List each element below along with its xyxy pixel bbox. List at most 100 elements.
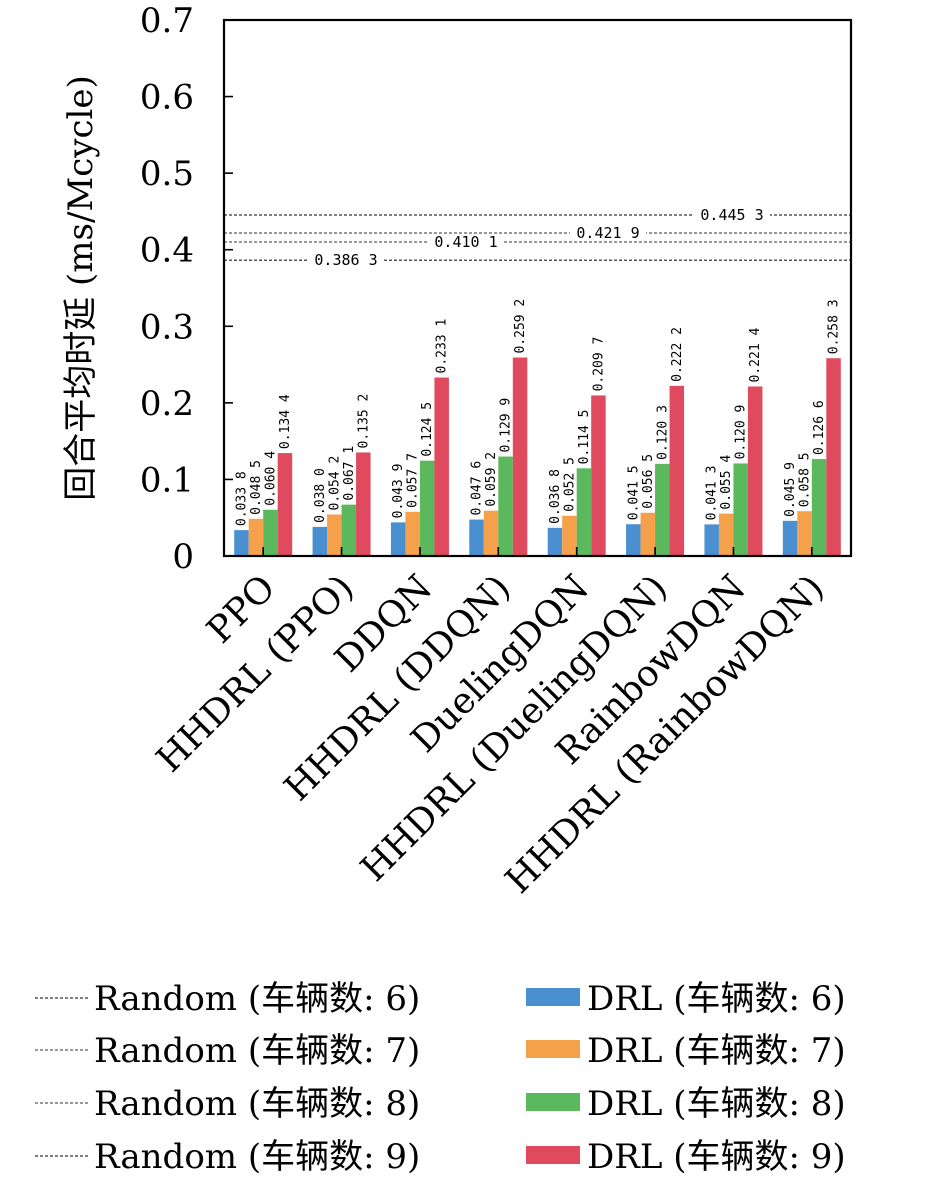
reference-label-bg (570, 223, 646, 241)
data-label: 0.036 8 (548, 469, 563, 524)
legend-entry: Random (车辆数: 7) (94, 1031, 420, 1071)
legend-entry: DRL (车辆数: 9) (587, 1137, 846, 1177)
data-label: 0.120 9 (734, 405, 749, 460)
bar (669, 385, 685, 556)
data-label: 0.209 7 (591, 337, 606, 392)
reference-lines: 0.386 3 0.410 1 0.421 9 0.445 3 (224, 206, 851, 269)
bar (263, 509, 278, 556)
reference-label-bg (428, 232, 504, 250)
data-label: 0.134 4 (278, 394, 293, 449)
bars (234, 357, 841, 556)
data-label: 0.124 5 (420, 402, 435, 457)
data-label: 0.126 6 (812, 400, 827, 455)
data-label: 0.258 3 (827, 299, 842, 354)
legend-swatch-bar (526, 1146, 580, 1164)
bar (747, 386, 763, 556)
plot-frame (222, 18, 853, 558)
data-label: 0.038 0 (313, 468, 328, 523)
data-label: 0.045 9 (783, 462, 798, 517)
data-label: 0.041 5 (626, 465, 641, 520)
data-label: 0.120 3 (655, 405, 670, 460)
bar (576, 468, 592, 556)
bar (419, 460, 435, 556)
bar (733, 463, 748, 556)
bar (591, 395, 606, 556)
bar (356, 452, 371, 556)
bar (498, 456, 513, 556)
data-label: 0.033 8 (234, 471, 249, 526)
bar (234, 530, 249, 556)
data-label: 0.233 1 (435, 319, 450, 374)
data-labels: 0.033 8 0.048 5 0.060 40.134 4 0.038 0 0.054… (234, 299, 841, 526)
bar (248, 518, 264, 556)
bar (327, 514, 342, 556)
legend-swatch-bar (526, 1040, 580, 1058)
data-label: 0.047 6 (470, 461, 485, 516)
y-tick-label: 0.2 (140, 384, 194, 424)
data-label: 0.052 5 (562, 457, 577, 512)
legend-entry: Random (车辆数: 8) (94, 1084, 420, 1124)
data-label: 0.056 5 (641, 454, 656, 509)
legend: Random (车辆数: 6) Random (车辆数: 7) Random (车辆… (35, 979, 846, 1177)
data-label: 0.114 5 (577, 410, 592, 465)
bar (640, 512, 656, 556)
bar (562, 515, 577, 556)
bar (626, 524, 641, 556)
data-label: 0.055 4 (719, 455, 734, 510)
bar (826, 358, 841, 556)
legend-swatch-bar (526, 1093, 580, 1111)
data-label: 0.059 2 (484, 452, 499, 507)
reference-label-bg (694, 206, 770, 224)
bar (341, 504, 357, 556)
bar (312, 526, 328, 556)
legend-entry: Random (车辆数: 9) (94, 1137, 420, 1177)
data-label: 0.060 4 (263, 451, 278, 506)
data-label: 0.058 5 (798, 452, 813, 507)
bar (547, 527, 563, 556)
y-tick-label: 0.3 (140, 307, 194, 347)
y-tick-label: 0.7 (140, 1, 194, 41)
y-axis-label: 回合平均时延 (ms/Mcycle) (61, 75, 101, 501)
bar (405, 511, 420, 556)
bar (469, 519, 484, 556)
reference-label: 0.421 9 (576, 224, 639, 242)
data-label: 0.057 7 (406, 453, 421, 508)
data-label: 0.067 1 (342, 446, 357, 501)
y-tick-label: 0.6 (140, 78, 194, 118)
bar (655, 463, 670, 556)
y-axis: 0 0.1 0.2 0.3 0.4 0.5 0.6 0.7 (140, 1, 233, 577)
bar (704, 524, 719, 556)
data-label: 0.048 5 (249, 460, 264, 515)
legend-entry: DRL (车辆数: 8) (587, 1084, 846, 1124)
data-label: 0.043 9 (391, 464, 406, 519)
y-tick-label: 0.1 (140, 460, 194, 500)
bar (797, 511, 812, 556)
bar (277, 453, 293, 556)
bar (718, 513, 734, 556)
data-label: 0.054 2 (327, 456, 342, 511)
legend-entry: DRL (车辆数: 6) (587, 979, 846, 1019)
bar (512, 357, 528, 556)
data-label: 0.221 4 (748, 328, 763, 383)
legend-swatch-bar (526, 988, 580, 1006)
reference-label: 0.386 3 (314, 251, 377, 269)
data-label: 0.259 2 (513, 299, 528, 354)
y-tick-label: 0 (172, 537, 194, 577)
bar (434, 377, 449, 556)
data-label: 0.135 2 (356, 394, 371, 449)
data-label: 0.222 2 (670, 327, 685, 382)
reference-label: 0.445 3 (700, 206, 763, 224)
y-tick-label: 0.5 (140, 154, 194, 194)
bar (483, 510, 499, 556)
bar (390, 522, 406, 556)
legend-entry: Random (车辆数: 6) (94, 979, 420, 1019)
y-tick-label: 0.4 (140, 231, 194, 271)
data-label: 0.041 3 (705, 466, 720, 521)
data-label: 0.129 9 (499, 398, 514, 453)
bar (811, 459, 827, 556)
bar (782, 520, 798, 556)
legend-entry: DRL (车辆数: 7) (587, 1031, 846, 1071)
reference-label-bg (308, 251, 384, 269)
